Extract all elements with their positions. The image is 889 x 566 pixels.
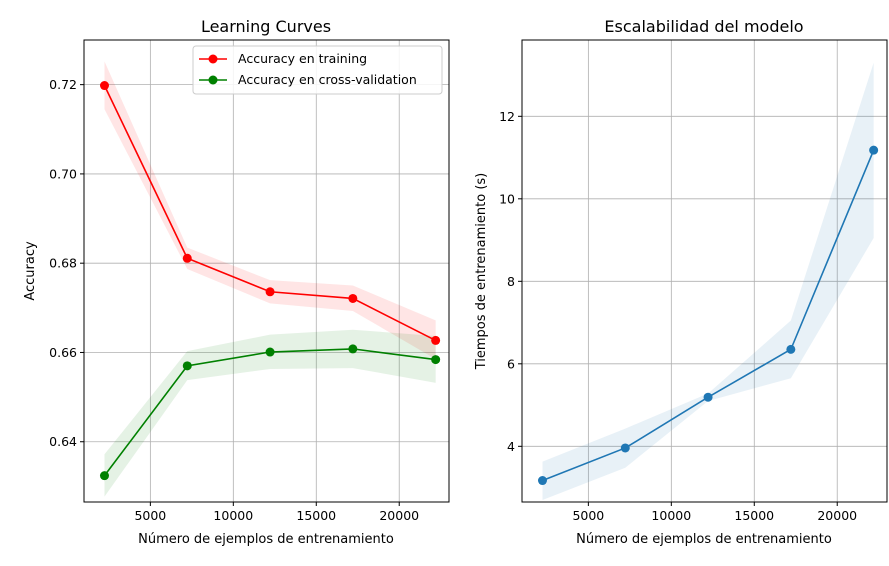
x-tick-label: 10000: [213, 508, 253, 523]
y-tick-label: 4: [507, 439, 515, 454]
legend: Accuracy en training Accuracy en cross-v…: [192, 45, 443, 95]
series-1-point: [348, 344, 358, 354]
series-0-point: [537, 476, 547, 486]
y-tick-label: 8: [507, 274, 515, 289]
learning-curves-axes-frame: [83, 39, 450, 503]
learning-curves-title: Learning Curves: [201, 17, 331, 36]
legend-training-label: Accuracy en training: [238, 51, 367, 66]
series-1-band: [104, 329, 436, 497]
series-0-point: [869, 145, 879, 155]
x-tick-label: 5000: [134, 508, 166, 523]
series-0-band: [104, 61, 436, 360]
learning-curves-ticks: 5000 10000 15000 20000 0.64 0.66 0.68 0.70 0.72: [49, 77, 419, 523]
legend-box: [192, 45, 443, 95]
series-0-point: [703, 392, 713, 402]
scalability-bands: [542, 62, 874, 500]
series-1-point: [182, 361, 192, 371]
legend-training-marker: [208, 54, 218, 64]
series-0-point: [182, 253, 192, 263]
scalability-axes-frame: [521, 39, 888, 503]
legend-cv-marker: [208, 75, 218, 85]
learning-curves-ylabel: Accuracy: [23, 241, 38, 301]
learning-curves-xlabel: Número de ejemplos de entrenamiento: [138, 532, 394, 547]
series-1-point: [265, 347, 275, 357]
y-tick-label: 0.70: [49, 166, 77, 181]
scalability-grid: [522, 40, 887, 502]
series-0-point: [99, 81, 109, 91]
x-tick-label: 20000: [817, 508, 857, 523]
x-tick-label: 15000: [734, 508, 774, 523]
scalability-panel: Escalabilidad del modelo 5000 10000 15000 2…: [474, 17, 888, 547]
scalability-points: [537, 145, 879, 486]
series-0-point: [620, 443, 630, 453]
x-tick-label: 5000: [572, 508, 604, 523]
x-tick-label: 20000: [379, 508, 419, 523]
y-tick-label: 6: [507, 356, 515, 371]
series-0-point: [348, 293, 358, 303]
scalability-ticks: 5000 10000 15000 20000 4 6 8 10 12: [499, 109, 857, 523]
series-0-band: [542, 62, 874, 500]
series-0-point: [431, 335, 441, 345]
x-tick-label: 10000: [651, 508, 691, 523]
y-tick-label: 0.72: [49, 77, 77, 92]
scalability-ylabel: Tiempos de entrenamiento (s): [474, 173, 489, 371]
y-tick-label: 0.66: [49, 345, 77, 360]
y-tick-label: 10: [499, 191, 515, 206]
learning-curves-panel: Learning Curves 5000 10000 15000 20000 0.64 0…: [23, 17, 450, 547]
series-1-point: [99, 471, 109, 481]
series-0-point: [265, 287, 275, 297]
learning-curves-points: [99, 81, 441, 481]
y-tick-label: 0.68: [49, 256, 77, 271]
y-tick-label: 12: [499, 109, 515, 124]
y-tick-label: 0.64: [49, 434, 77, 449]
scalability-xlabel: Número de ejemplos de entrenamiento: [576, 532, 832, 547]
scalability-title: Escalabilidad del modelo: [604, 17, 803, 36]
x-tick-label: 15000: [296, 508, 336, 523]
learning-curves-bands: [104, 61, 436, 497]
legend-cv-label: Accuracy en cross-validation: [238, 72, 417, 87]
series-0-point: [786, 344, 796, 354]
series-1-point: [431, 355, 441, 365]
